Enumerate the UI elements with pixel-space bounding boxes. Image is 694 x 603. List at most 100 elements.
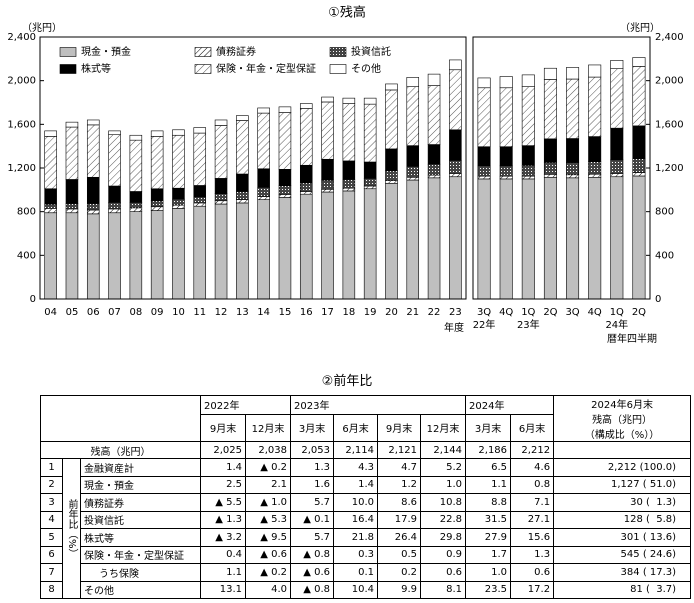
bar-segment	[129, 207, 143, 212]
bar-segment	[172, 204, 185, 209]
bar-segment	[257, 112, 270, 170]
bar-segment	[129, 134, 143, 141]
x-tick-label: 18	[342, 307, 355, 318]
x-tick-label: 05	[66, 307, 79, 318]
table-cell: 2023年	[290, 395, 467, 415]
bar-segment	[521, 178, 535, 300]
legend-swatch	[194, 47, 212, 57]
bar-segment	[566, 162, 580, 176]
bar-segment	[193, 202, 207, 207]
table-cell: 現金・預金	[79, 475, 202, 494]
x-tick-label: 12	[215, 307, 228, 318]
table-cell: 545 ( 24.6)	[553, 545, 692, 564]
bar-segment	[632, 66, 646, 127]
bar-segment	[278, 169, 292, 186]
bar-segment	[172, 134, 185, 189]
bar-segment	[342, 97, 356, 104]
bar-segment	[363, 97, 377, 105]
bar-segment	[108, 212, 121, 300]
bar-segment	[86, 119, 100, 126]
bar-segment	[588, 64, 602, 78]
table-cell: 0.6	[510, 563, 555, 582]
bar-segment	[632, 125, 646, 160]
table-cell: 0.1	[333, 563, 379, 582]
table-cell: ▲ 5.3	[245, 510, 292, 529]
legend-swatch	[59, 64, 77, 74]
table-cell: 27.1	[510, 510, 555, 529]
bar-segment	[342, 187, 356, 192]
table-cell: 2.1	[245, 475, 292, 494]
bar-segment	[321, 96, 334, 103]
y-tick-label: 2,000	[7, 76, 36, 87]
table-cell: ▲ 9.5	[245, 528, 292, 547]
table-cell: 10.0	[333, 493, 379, 512]
bar-segment	[477, 87, 491, 148]
bar-segment	[449, 173, 462, 178]
x-tick-label: 3Q	[477, 307, 491, 318]
table-cell: 2	[40, 475, 63, 494]
x-tick-label: 15	[279, 307, 292, 318]
y-tick-label: 0	[655, 294, 661, 305]
bar-segment	[632, 175, 646, 300]
table-cell: 1.1	[465, 475, 512, 494]
table-row: 7 うち保険 1.1 ▲ 0.2 ▲ 0.6 0.1 0.2 0.6 1.0 0.6 384 ( 1…	[40, 563, 692, 582]
bar-segment	[86, 203, 100, 211]
bar-segment	[566, 67, 580, 80]
table-cell: 301 ( 13.6)	[553, 528, 692, 547]
y-tick-label: 800	[17, 207, 36, 218]
y-tick-label: 1,200	[7, 163, 36, 174]
legend-label: 現金・預金	[81, 45, 131, 58]
table-cell: 27.9	[465, 528, 512, 547]
y-tick-label: 400	[17, 250, 36, 261]
table-cell: 0.4	[200, 545, 247, 564]
y-tick-label: 0	[30, 294, 36, 305]
y-tick-label: 800	[655, 207, 674, 218]
bar-segment	[236, 173, 249, 192]
bar-segment	[566, 177, 580, 300]
x-tick-label: 06	[87, 307, 100, 318]
bar-segment	[65, 208, 79, 214]
table-cell: ▲ 0.2	[245, 458, 292, 477]
bar-segment	[588, 76, 602, 137]
y-tick-label: 2,400	[655, 32, 684, 43]
table-cell: ▲ 5.5	[200, 493, 247, 512]
bar-segment	[321, 158, 334, 181]
table-cell: 1.6	[290, 475, 335, 494]
bar-segment	[193, 185, 207, 198]
table-cell: 2024年	[465, 395, 555, 415]
bar-segment	[477, 165, 491, 177]
bar-segment	[427, 144, 441, 165]
bar-segment	[86, 124, 100, 178]
bar-segment	[193, 132, 207, 186]
table-title: ②前年比	[321, 374, 373, 389]
bar-segment	[65, 179, 79, 204]
bar-segment	[499, 165, 513, 177]
bar-segment	[632, 57, 646, 67]
table-cell: 8.1	[420, 580, 467, 599]
table-cell: 2,038	[245, 441, 292, 459]
table-cell: 17.9	[377, 510, 422, 529]
legend-label: その他	[351, 62, 381, 75]
table-cell: 2,212	[510, 441, 555, 459]
table-row: 残高（兆円） 2,025 2,038 2,053 2,114 2,121 2,144 2,18…	[39, 441, 692, 459]
table-cell: 7.1	[510, 493, 555, 512]
table-row: 6 保険・年金・定型保証 0.4 ▲ 0.6 ▲ 0.8 0.3 0.5 0.9 1.7 1.3 5…	[40, 545, 692, 564]
bar-segment	[406, 145, 420, 167]
bar-segment	[406, 86, 420, 146]
x-tick-label: 4Q	[499, 307, 513, 318]
table-cell: 3	[40, 493, 63, 512]
bar-segment	[172, 187, 185, 200]
table-cell: ▲ 3.2	[200, 528, 247, 547]
bar-segment	[477, 77, 491, 89]
table-cell: 5.7	[290, 528, 335, 547]
x-tick-label: 04	[44, 307, 57, 318]
bar-segment	[193, 205, 207, 300]
bar-segment	[172, 208, 185, 300]
bar-segment	[278, 112, 292, 170]
table-cell: 30 ( 1.3)	[553, 493, 692, 512]
bar-segment	[150, 200, 164, 208]
legend-label: 保険・年金・定型保証	[216, 62, 316, 75]
x-tick-label: 08	[129, 307, 142, 318]
table-cell: ▲ 0.8	[290, 580, 335, 599]
